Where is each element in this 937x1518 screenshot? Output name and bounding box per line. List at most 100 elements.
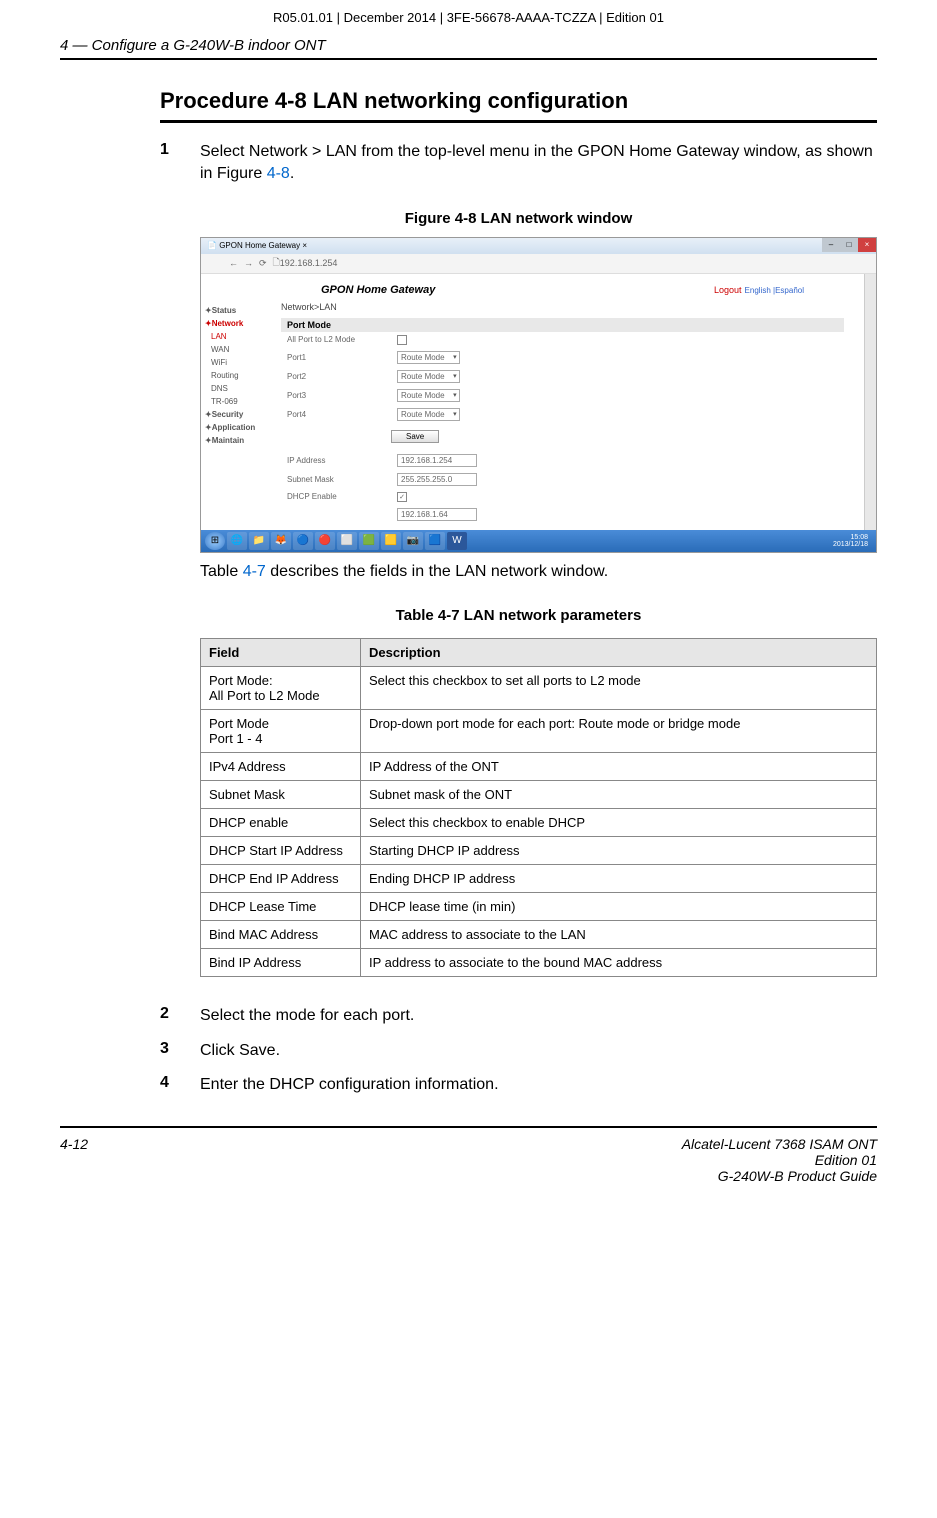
save-button[interactable]: Save xyxy=(391,430,439,443)
breadcrumb: Network>LAN xyxy=(281,302,844,312)
table-row: DHCP enableSelect this checkbox to enabl… xyxy=(201,809,877,837)
explorer-icon[interactable]: 📁 xyxy=(249,532,269,550)
port4-select[interactable]: Route Mode xyxy=(397,408,460,421)
procedure-title: Procedure 4-8 LAN networking configurati… xyxy=(160,88,877,123)
cell-description: Select this checkbox to set all ports to… xyxy=(361,667,877,710)
taskbar-clock[interactable]: 15:08 2013/12/18 xyxy=(833,534,872,548)
cell-description: IP address to associate to the bound MAC… xyxy=(361,949,877,977)
page-footer: 4-12 Alcatel-Lucent 7368 ISAM ONT Editio… xyxy=(60,1126,877,1184)
step-text-part: . xyxy=(290,165,294,182)
cell-field: Bind MAC Address xyxy=(201,921,361,949)
page-header: 4 — Configure a G-240W-B indoor ONT xyxy=(60,37,877,60)
footer-product: Alcatel-Lucent 7368 ISAM ONT Edition 01 … xyxy=(682,1136,877,1184)
port1-label: Port1 xyxy=(287,353,397,362)
step-1: 1 Select Network > LAN from the top-leve… xyxy=(160,141,877,186)
table-row: IPv4 AddressIP Address of the ONT xyxy=(201,753,877,781)
table-caption: Table 4-7 LAN network parameters xyxy=(160,607,877,624)
port1-select[interactable]: Route Mode xyxy=(397,351,460,364)
port3-select[interactable]: Route Mode xyxy=(397,389,460,402)
app6-icon[interactable]: 🟦 xyxy=(425,532,445,550)
start-button-icon[interactable]: ⊞ xyxy=(205,532,225,550)
close-button[interactable]: × xyxy=(858,238,876,252)
word-icon[interactable]: W xyxy=(447,532,467,550)
sidebar-item-wifi[interactable]: WiFi xyxy=(205,356,277,369)
port3-label: Port3 xyxy=(287,391,397,400)
header-chapter: 4 — Configure a G-240W-B indoor ONT xyxy=(60,37,326,54)
step-text: Select Network > LAN from the top-level … xyxy=(200,141,877,186)
sidebar-item-tr069[interactable]: TR-069 xyxy=(205,395,277,408)
firefox-icon[interactable]: 🦊 xyxy=(271,532,291,550)
address-bar[interactable]: ←→⟳ 🗋 192.168.1.254 xyxy=(201,254,876,274)
sidebar-item-routing[interactable]: Routing xyxy=(205,369,277,382)
ie-icon[interactable]: 🌐 xyxy=(227,532,247,550)
app4-icon[interactable]: 🟨 xyxy=(381,532,401,550)
table-row: Bind IP AddressIP address to associate t… xyxy=(201,949,877,977)
sidebar-item-lan[interactable]: LAN xyxy=(205,330,277,343)
port2-select[interactable]: Route Mode xyxy=(397,370,460,383)
sidebar-item-application[interactable]: ✦Application xyxy=(205,421,277,434)
logout-link[interactable]: Logout xyxy=(714,285,742,295)
port4-label: Port4 xyxy=(287,410,397,419)
cell-description: Select this checkbox to enable DHCP xyxy=(361,809,877,837)
doc-id-line: R05.01.01 | December 2014 | 3FE-56678-AA… xyxy=(60,10,877,25)
cell-description: Ending DHCP IP address xyxy=(361,865,877,893)
sidebar-item-security[interactable]: ✦Security xyxy=(205,408,277,421)
ip-address-input[interactable]: 192.168.1.254 xyxy=(397,454,477,467)
cell-field: Bind IP Address xyxy=(201,949,361,977)
cell-description: IP Address of the ONT xyxy=(361,753,877,781)
col-field: Field xyxy=(201,639,361,667)
dhcp-enable-checkbox[interactable]: ✓ xyxy=(397,492,407,502)
cell-field: DHCP Lease Time xyxy=(201,893,361,921)
minimize-button[interactable]: – xyxy=(822,238,840,252)
app3-icon[interactable]: 🟩 xyxy=(359,532,379,550)
maximize-button[interactable]: □ xyxy=(840,238,858,252)
cell-description: Drop-down port mode for each port: Route… xyxy=(361,710,877,753)
cell-field: DHCP End IP Address xyxy=(201,865,361,893)
step-number: 4 xyxy=(160,1074,200,1096)
step-number: 1 xyxy=(160,141,200,186)
dhcp-enable-label: DHCP Enable xyxy=(287,492,397,501)
table-header-row: Field Description xyxy=(201,639,877,667)
cell-field: DHCP enable xyxy=(201,809,361,837)
sidebar-item-wan[interactable]: WAN xyxy=(205,343,277,356)
figure-caption: Figure 4-8 LAN network window xyxy=(160,210,877,227)
step-text: Enter the DHCP configuration information… xyxy=(200,1074,499,1096)
app-icon[interactable]: 🔵 xyxy=(293,532,313,550)
app5-icon[interactable]: 📷 xyxy=(403,532,423,550)
chrome-icon[interactable]: 🔴 xyxy=(315,532,335,550)
table-intro: Table 4-7 describes the fields in the LA… xyxy=(160,561,877,583)
dhcp-start-input[interactable]: 192.168.1.64 xyxy=(397,508,477,521)
all-port-checkbox[interactable] xyxy=(397,335,407,345)
sidebar-item-maintain[interactable]: ✦Maintain xyxy=(205,434,277,447)
cell-description: Subnet mask of the ONT xyxy=(361,781,877,809)
figure-link[interactable]: 4-8 xyxy=(267,165,290,182)
scrollbar[interactable] xyxy=(864,274,876,530)
cell-field: IPv4 Address xyxy=(201,753,361,781)
cell-field: DHCP Start IP Address xyxy=(201,837,361,865)
table-row: DHCP End IP AddressEnding DHCP IP addres… xyxy=(201,865,877,893)
sidebar-item-dns[interactable]: DNS xyxy=(205,382,277,395)
subnet-input[interactable]: 255.255.255.0 xyxy=(397,473,477,486)
browser-tab[interactable]: 📄 GPON Home Gateway × xyxy=(207,241,307,250)
step-text: Click Save. xyxy=(200,1040,280,1062)
sidebar-item-network[interactable]: ✦Network xyxy=(205,317,277,330)
step-3: 3 Click Save. xyxy=(160,1040,877,1062)
router-brand: GPON Home Gateway xyxy=(321,284,435,296)
cell-description: Starting DHCP IP address xyxy=(361,837,877,865)
app2-icon[interactable]: ⬜ xyxy=(337,532,357,550)
step-4: 4 Enter the DHCP configuration informati… xyxy=(160,1074,877,1096)
table-link[interactable]: 4-7 xyxy=(243,563,266,580)
port2-label: Port2 xyxy=(287,372,397,381)
embedded-screenshot: 📄 GPON Home Gateway × – □ × ←→⟳ 🗋 192.16… xyxy=(200,237,877,553)
step-number: 3 xyxy=(160,1040,200,1062)
language-links[interactable]: English |Español xyxy=(745,286,804,295)
cell-description: DHCP lease time (in min) xyxy=(361,893,877,921)
table-row: Port Mode: All Port to L2 ModeSelect thi… xyxy=(201,667,877,710)
sidebar-item-status[interactable]: ✦Status xyxy=(205,304,277,317)
router-sidebar: ✦Status ✦Network LAN WAN WiFi Routing DN… xyxy=(201,274,281,530)
col-description: Description xyxy=(361,639,877,667)
cell-field: Port Mode: All Port to L2 Mode xyxy=(201,667,361,710)
table-row: Bind MAC AddressMAC address to associate… xyxy=(201,921,877,949)
lan-parameters-table: Field Description Port Mode: All Port to… xyxy=(200,638,877,977)
table-row: Port Mode Port 1 - 4Drop-down port mode … xyxy=(201,710,877,753)
